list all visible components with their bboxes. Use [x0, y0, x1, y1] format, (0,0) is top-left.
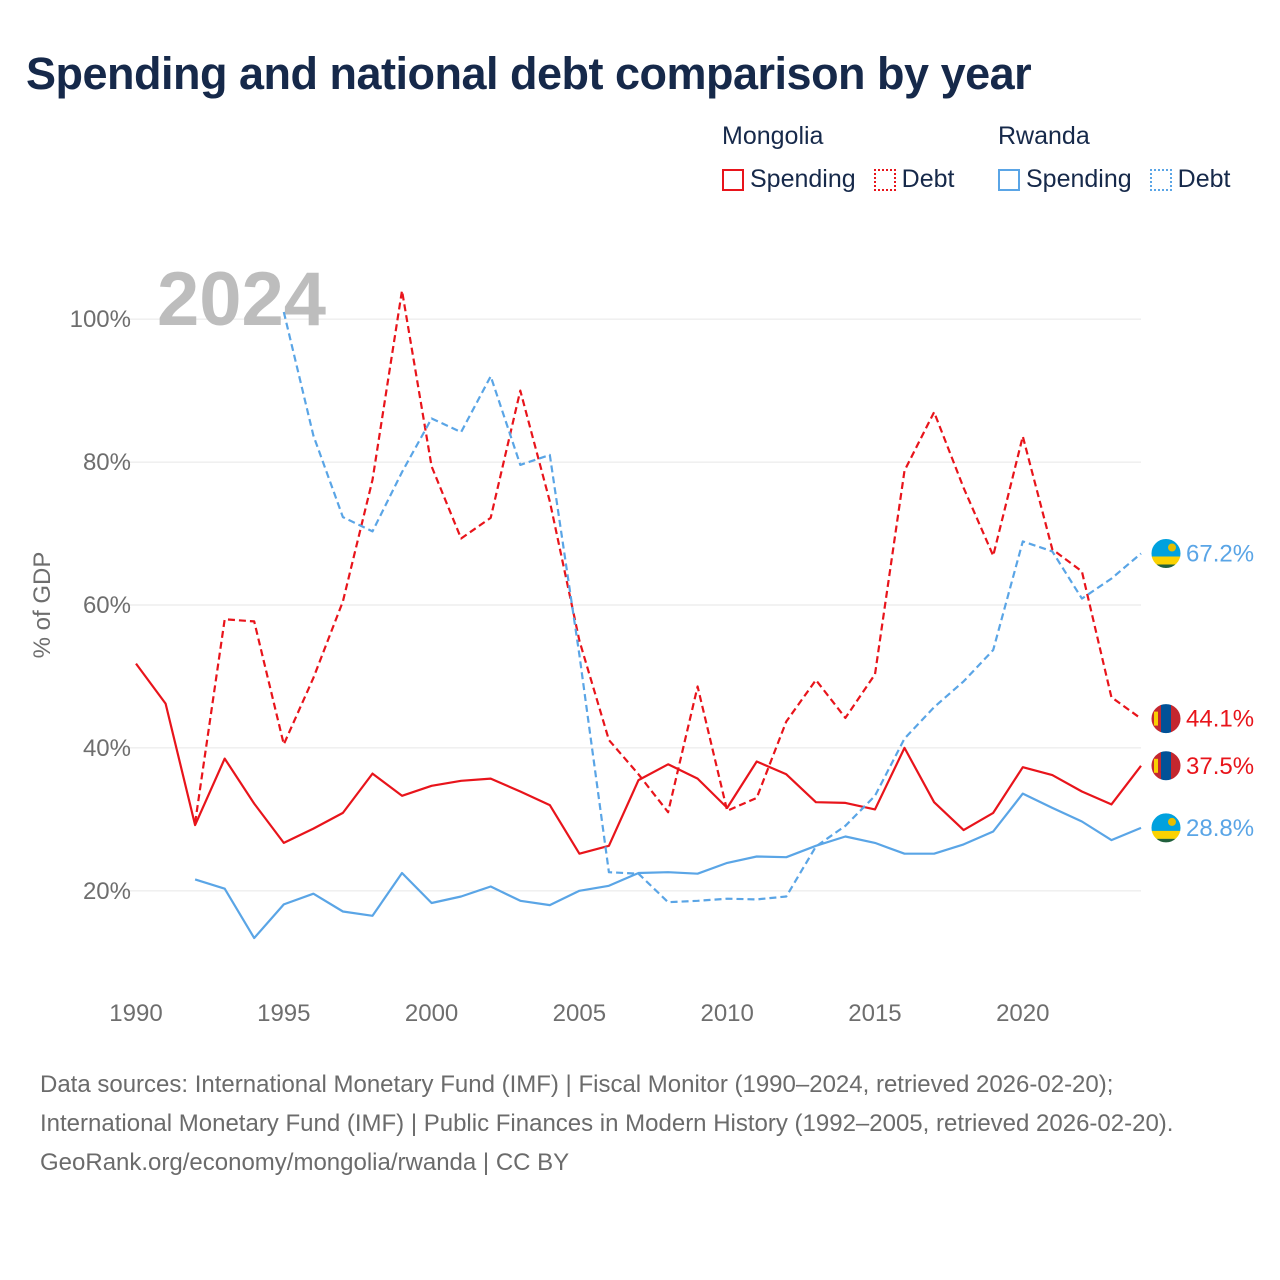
footer: Data sources: International Monetary Fun…: [40, 1065, 1240, 1182]
flag-body: [1151, 812, 1181, 843]
series-line-mongolia-spending: [135, 662, 1142, 855]
series-line-mongolia-debt: [194, 289, 1142, 824]
flag-soyombo: [1154, 711, 1158, 726]
legend-swatch-dotted: [1149, 168, 1172, 191]
y-tick-label: 40%: [83, 735, 131, 762]
end-value-label: 44.1%: [1186, 706, 1254, 733]
legend-swatch-solid: [722, 168, 744, 191]
legend-country-mongolia: Mongolia: [722, 122, 824, 150]
flag-sun: [1168, 543, 1176, 552]
flag-ring: [1150, 750, 1182, 782]
flag-soyombo: [1154, 758, 1158, 773]
x-tick-label: 2010: [700, 1000, 753, 1027]
flag-stripe: [1151, 830, 1181, 839]
flag-stripe: [1161, 703, 1171, 734]
credit-link[interactable]: GeoRank.org/economy/mongolia/rwanda | CC…: [40, 1149, 570, 1176]
line-chart: 2024 % of GDP 20% 40% 60% 80% 100% 1990 1995 20…: [29, 257, 1254, 1027]
series-line-rwanda-spending: [194, 792, 1142, 940]
flag-ring: [1150, 538, 1182, 569]
flag-stripe: [1161, 750, 1171, 781]
y-tick-label: 60%: [83, 592, 131, 619]
series-line-rwanda-debt: [282, 311, 1142, 904]
year-watermark: 2024: [157, 257, 326, 342]
legend-item-rwanda-spending[interactable]: Spending: [998, 165, 1132, 194]
data-sources: Data sources: International Monetary Fun…: [40, 1071, 1174, 1137]
flag-stripe: [1151, 564, 1181, 569]
mongolia-flag-icon: [1150, 750, 1182, 782]
legend-label: Spending: [1026, 165, 1132, 193]
x-tick-label: 2005: [553, 1000, 606, 1027]
x-tick-label: 2000: [405, 1000, 458, 1027]
flag-body: [1151, 750, 1181, 781]
legend-swatch-solid: [998, 168, 1020, 191]
legend-swatch-dotted: [873, 168, 896, 191]
x-tick-label: 2015: [848, 1000, 901, 1027]
y-axis-label: % of GDP: [29, 552, 56, 659]
flag-stripe: [1151, 838, 1181, 843]
x-tick-label: 2020: [996, 1000, 1049, 1027]
flag-stripe: [1151, 556, 1181, 565]
legend-rwanda: Rwanda Spending Debt: [998, 122, 1248, 194]
legend-item-mongolia-debt[interactable]: Debt: [873, 165, 955, 194]
flag-ring: [1150, 703, 1182, 735]
legend-country-rwanda: Rwanda: [998, 122, 1090, 150]
x-tick-label: 1995: [257, 1000, 310, 1027]
legend-label: Debt: [901, 165, 955, 193]
legend-label: Debt: [1177, 165, 1231, 193]
y-tick-label: 100%: [70, 306, 131, 333]
chart-title: Spending and national debt comparison by…: [26, 48, 1032, 99]
x-tick-label: 1990: [109, 1000, 162, 1027]
legend-mongolia: Mongolia Spending Debt: [722, 122, 972, 194]
flag-body: [1151, 538, 1181, 569]
rwanda-flag-icon: [1150, 812, 1182, 844]
mongolia-flag-icon: [1150, 703, 1182, 735]
flag-ring: [1150, 812, 1182, 844]
end-value-label: 28.8%: [1186, 815, 1254, 842]
rwanda-flag-icon: [1150, 538, 1182, 569]
y-tick-label: 80%: [83, 449, 131, 476]
flag-sun: [1168, 817, 1176, 826]
y-tick-label: 20%: [83, 878, 131, 905]
legend-item-rwanda-debt[interactable]: Debt: [1149, 165, 1231, 194]
flag-body: [1151, 703, 1181, 734]
legend-item-mongolia-spending[interactable]: Spending: [722, 165, 856, 194]
legend-label: Spending: [750, 165, 856, 193]
end-value-label: 37.5%: [1186, 753, 1254, 780]
end-value-label: 67.2%: [1186, 541, 1254, 568]
